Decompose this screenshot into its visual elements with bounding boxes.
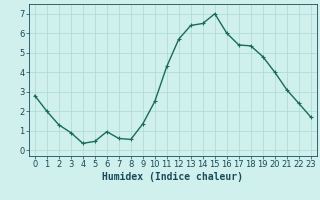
- X-axis label: Humidex (Indice chaleur): Humidex (Indice chaleur): [102, 172, 243, 182]
